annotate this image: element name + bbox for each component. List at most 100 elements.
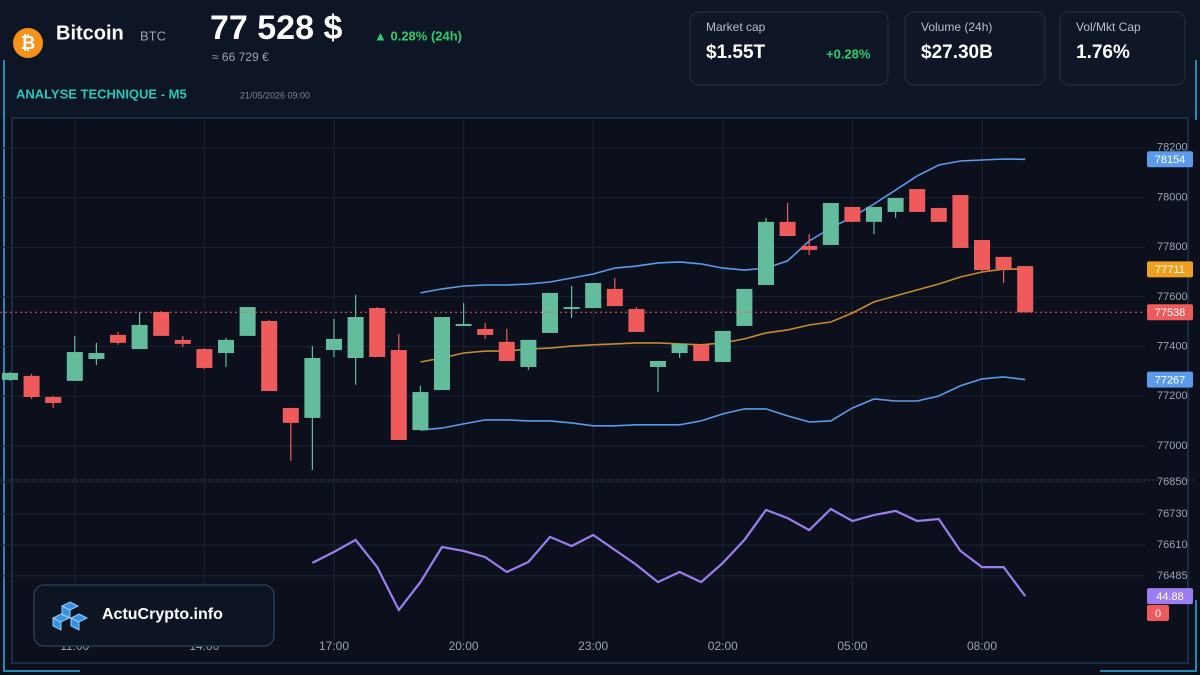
price-tag bbox=[1147, 304, 1193, 321]
candle-body bbox=[347, 317, 364, 359]
indicator-line bbox=[311, 507, 1027, 613]
candle-body bbox=[45, 397, 62, 403]
y-tick-label: 78200 bbox=[1157, 142, 1188, 154]
candle-body bbox=[1017, 266, 1034, 313]
cube bbox=[69, 613, 89, 631]
stat-card bbox=[1059, 11, 1186, 86]
candle-body bbox=[498, 341, 515, 361]
candle-body bbox=[650, 360, 666, 367]
candle-body bbox=[779, 221, 796, 237]
header: ₿ Bitcoin BTC 77 528 $ ▲ 0.28% (24h) ≈ 6… bbox=[13, 9, 1186, 101]
coin-icon bbox=[13, 28, 43, 58]
price-tag bbox=[1147, 261, 1193, 278]
x-tick-label: 17:00 bbox=[319, 639, 349, 653]
price: 77 528 $ bbox=[210, 9, 342, 47]
coin-symbol: BTC bbox=[140, 28, 166, 43]
x-tick-label: 23:00 bbox=[578, 639, 608, 653]
y-tick-label: 77800 bbox=[1157, 241, 1188, 253]
candle-body bbox=[239, 307, 256, 336]
logo-box: ActuCrypto.info bbox=[33, 584, 275, 647]
candle-body bbox=[693, 344, 710, 361]
candle-body bbox=[131, 324, 148, 350]
candle-body bbox=[758, 221, 774, 285]
y-tick-label: 76730 bbox=[1157, 508, 1188, 520]
section-title: ANALYSE TECHNIQUE - M5 bbox=[16, 86, 187, 101]
candle-body bbox=[606, 288, 623, 307]
candle-body bbox=[218, 339, 234, 354]
stat-label: Volume (24h) bbox=[921, 20, 992, 34]
candle-body bbox=[110, 334, 126, 343]
x-tick-label: 08:00 bbox=[967, 639, 997, 653]
candle-body bbox=[282, 407, 299, 423]
candle-body bbox=[909, 189, 926, 212]
logo-text: ActuCrypto.info bbox=[102, 606, 223, 623]
candle-body bbox=[174, 339, 191, 344]
candle-body bbox=[628, 309, 645, 332]
candle-body bbox=[585, 282, 602, 309]
stat-card bbox=[904, 11, 1046, 86]
candle-body bbox=[563, 307, 580, 310]
candle-body bbox=[88, 353, 105, 360]
logo-frame bbox=[33, 584, 275, 647]
price-change: ▲ 0.28% (24h) bbox=[374, 28, 462, 43]
candle-body bbox=[974, 240, 990, 271]
y-tick-label: 76850 bbox=[1157, 476, 1188, 488]
candle-body bbox=[671, 343, 688, 354]
coin-glyph: ₿ bbox=[21, 33, 36, 53]
price-tag bbox=[1147, 588, 1193, 605]
candle-body bbox=[66, 352, 83, 381]
y-tick-label: 78000 bbox=[1157, 191, 1188, 203]
y-tick-label: 77600 bbox=[1157, 291, 1188, 303]
indicator-line bbox=[420, 376, 1026, 431]
y-tick-label: 77000 bbox=[1157, 440, 1188, 452]
candle-body bbox=[23, 375, 40, 398]
candle-body bbox=[844, 206, 861, 222]
candle-body bbox=[390, 350, 407, 440]
stat-value: $27.30B bbox=[921, 42, 993, 63]
coin-name: Bitcoin bbox=[56, 22, 124, 44]
y-tick-label: 77200 bbox=[1157, 390, 1188, 402]
candle-body bbox=[2, 372, 18, 380]
logo-icon bbox=[51, 601, 89, 631]
candle-body bbox=[304, 358, 321, 418]
price-tag bbox=[1147, 151, 1193, 168]
candle-body bbox=[196, 349, 213, 368]
y-tick-label: 76610 bbox=[1157, 539, 1188, 551]
candle-body bbox=[434, 317, 450, 391]
candle-body bbox=[714, 330, 731, 362]
stat-card bbox=[689, 11, 889, 86]
candle-body bbox=[866, 206, 882, 222]
y-tick-label: 76485 bbox=[1157, 570, 1188, 582]
stat-label: Vol/Mkt Cap bbox=[1076, 20, 1141, 34]
y-tick-label: 77400 bbox=[1157, 340, 1188, 352]
frame-accent bbox=[3, 60, 1197, 672]
price-tag-label: 77267 bbox=[1155, 375, 1186, 387]
zero-tag-label: 0 bbox=[1155, 608, 1161, 620]
candle-body bbox=[822, 202, 839, 245]
price-tag-label: 44.88 bbox=[1156, 591, 1184, 603]
candle-body bbox=[455, 323, 472, 326]
candle-body bbox=[477, 328, 494, 335]
candle-body bbox=[369, 308, 386, 358]
candle-body bbox=[261, 320, 278, 392]
candle-body bbox=[930, 207, 947, 222]
price-tag bbox=[1147, 371, 1193, 388]
candle-body bbox=[995, 256, 1012, 270]
candle-body bbox=[153, 312, 170, 336]
candle-body bbox=[887, 198, 904, 212]
stat-label: Market cap bbox=[706, 20, 766, 34]
date: 21/05/2026 09:00 bbox=[240, 90, 310, 100]
stat-value: $1.55T bbox=[706, 42, 766, 63]
price-tag-label: 77538 bbox=[1155, 307, 1186, 319]
candle-body bbox=[412, 392, 429, 431]
candle-body bbox=[520, 339, 537, 367]
x-tick-label: 05:00 bbox=[837, 639, 867, 653]
zero-tag bbox=[1147, 605, 1169, 621]
plot: 11:0014:0017:0020:0023:0002:0005:0008:00… bbox=[0, 120, 1195, 653]
price-eur: ≈ 66 729 € bbox=[212, 50, 269, 64]
stat-value: 1.76% bbox=[1076, 42, 1130, 63]
candle-body bbox=[736, 288, 753, 326]
candle-body bbox=[326, 338, 342, 351]
x-tick-label: 02:00 bbox=[708, 639, 738, 653]
